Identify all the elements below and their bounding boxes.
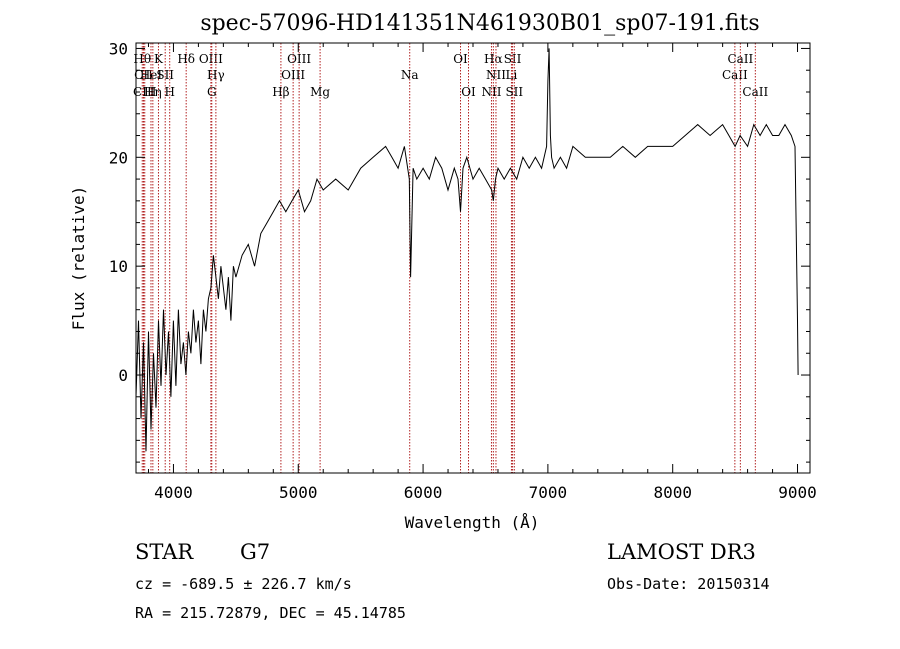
coordinates-info: RA = 215.72879, DEC = 45.14785 bbox=[135, 604, 406, 622]
marker-label-18: OI bbox=[461, 85, 476, 99]
marker-label-12: Hβ bbox=[272, 85, 289, 99]
y-tick-label-1: 10 bbox=[109, 257, 128, 276]
chart-title: spec-57096-HD141351N461930B01_sp07-191.f… bbox=[200, 11, 759, 36]
marker-label-7: H bbox=[164, 85, 174, 99]
marker-label-13: OIII bbox=[281, 68, 305, 82]
x-tick-label-3: 7000 bbox=[529, 483, 568, 502]
marker-label-4: Hη bbox=[144, 85, 162, 99]
marker-label-24: SII bbox=[505, 85, 523, 99]
marker-label-6: SII bbox=[156, 68, 174, 82]
x-tick-label-1: 5000 bbox=[279, 483, 318, 502]
marker-label-0: Hθ bbox=[133, 52, 151, 66]
x-tick-label-4: 8000 bbox=[653, 483, 692, 502]
survey-name: LAMOST DR3 bbox=[607, 540, 756, 564]
x-axis: 4000 5000 6000 7000 8000 9000 bbox=[147, 43, 817, 502]
marker-label-9: OIII bbox=[199, 52, 223, 66]
marker-label-20: Hα bbox=[484, 52, 503, 66]
marker-label-14: OIII bbox=[287, 52, 311, 66]
marker-label-8: Hδ bbox=[177, 52, 195, 66]
x-tick-label-5: 9000 bbox=[778, 483, 817, 502]
marker-label-17: OI bbox=[453, 52, 468, 66]
y-tick-label-2: 20 bbox=[109, 148, 128, 167]
redshift-info: cz = -689.5 ± 226.7 km/s bbox=[135, 575, 352, 593]
spectrum-line bbox=[135, 48, 799, 452]
x-tick-label-0: 4000 bbox=[154, 483, 193, 502]
marker-label-22: Li bbox=[506, 68, 518, 82]
y-axis: 0 10 20 30 bbox=[109, 39, 810, 463]
marker-label-15: Mg bbox=[310, 85, 330, 99]
object-class: STAR bbox=[135, 540, 194, 564]
marker-label-5: K bbox=[154, 52, 164, 66]
y-tick-label-3: 30 bbox=[109, 39, 128, 58]
object-subclass: G7 bbox=[240, 540, 271, 564]
marker-label-25: CaII bbox=[722, 68, 748, 82]
x-tick-label-2: 6000 bbox=[404, 483, 443, 502]
marker-label-1: CII bbox=[134, 68, 153, 82]
marker-label-11: G bbox=[207, 85, 217, 99]
observation-date: Obs-Date: 20150314 bbox=[607, 575, 770, 593]
marker-label-3: HeI bbox=[140, 68, 163, 82]
marker-label-19: NII bbox=[481, 85, 501, 99]
y-tick-label-0: 0 bbox=[118, 366, 128, 385]
marker-label-21: NII bbox=[486, 68, 506, 82]
y-axis-label: Flux (relative) bbox=[69, 186, 88, 331]
marker-label-27: CaII bbox=[742, 85, 768, 99]
plot-frame bbox=[135, 42, 811, 474]
marker-label-23: SII bbox=[504, 52, 522, 66]
marker-label-26: CaII bbox=[727, 52, 753, 66]
marker-label-10: Hγ bbox=[207, 68, 225, 82]
x-axis-label: Wavelength (Å) bbox=[405, 513, 540, 532]
marker-label-16: Na bbox=[401, 68, 419, 82]
